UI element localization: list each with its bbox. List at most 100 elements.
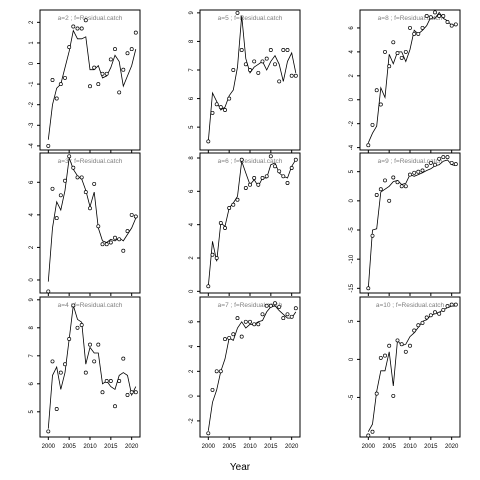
observation-point <box>441 155 446 160</box>
observation-point <box>256 322 261 327</box>
x-tick-label: 2005 <box>62 444 76 450</box>
observation-point <box>218 105 223 110</box>
observation-point <box>63 178 67 183</box>
observation-point <box>88 84 92 89</box>
observation-point <box>256 182 261 187</box>
observation-point <box>223 108 227 112</box>
observation-point <box>50 359 55 364</box>
observation-point <box>54 96 59 101</box>
observation-point <box>92 359 97 364</box>
y-tick-label: 2 <box>349 73 355 77</box>
y-tick-label: 0 <box>349 97 355 101</box>
observation-point <box>453 22 458 27</box>
observation-point <box>227 206 232 210</box>
panel-title: a=7 ; f=Residual.catch <box>218 302 283 309</box>
observation-point <box>403 184 408 189</box>
observation-point <box>391 40 396 45</box>
y-tick-label: 0 <box>189 289 195 293</box>
observation-point <box>133 30 138 35</box>
observation-point <box>433 10 437 15</box>
observation-point <box>449 23 454 28</box>
observation-point <box>441 14 446 18</box>
observation-point <box>104 379 109 383</box>
observation-point <box>437 14 442 18</box>
y-tick-label: 2 <box>189 369 195 373</box>
observation-point <box>104 242 109 247</box>
observation-point <box>235 10 240 15</box>
observation-point <box>412 170 417 175</box>
panel-4: a=3 ; f=Residual.catch 0 2 4 6 <box>29 152 141 296</box>
y-tick-label: 0 <box>189 394 195 398</box>
observation-point <box>88 342 92 347</box>
observation-point <box>248 319 252 324</box>
fitted-line <box>47 29 137 140</box>
panel-title: a=8 ; f=Residual.catch <box>378 15 443 22</box>
observation-point <box>416 323 421 328</box>
observation-point <box>424 315 429 320</box>
observation-point <box>285 48 290 52</box>
y-tick-label: 4 <box>29 213 35 217</box>
observation-point <box>121 248 126 253</box>
observation-point <box>50 186 55 191</box>
y-tick-label: 0 <box>29 61 35 65</box>
observation-point <box>428 160 433 165</box>
observation-point <box>113 47 117 52</box>
y-tick-label: 5 <box>189 125 195 129</box>
y-tick-label: -15 <box>349 283 355 292</box>
observation-point <box>129 47 134 52</box>
panel-8: a=7 ; f=Residual.catch -2 0 2 4 6 2000 2005 2010… <box>189 296 301 450</box>
observation-point <box>441 307 446 312</box>
observation-point <box>293 306 298 311</box>
observation-point <box>63 362 67 367</box>
y-tick-label: 8 <box>189 156 195 160</box>
x-tick-label: 2020 <box>285 444 299 450</box>
observation-point <box>243 186 248 190</box>
y-tick-label: 9 <box>29 297 35 301</box>
observation-point <box>235 197 240 202</box>
panel-title: a=4 ; f=Residual.catch <box>58 302 123 309</box>
observation-point <box>210 252 215 257</box>
y-tick-label: 8 <box>189 39 195 43</box>
observation-point <box>117 379 122 383</box>
y-tick-label: -2 <box>29 101 35 107</box>
y-tick-label: 6 <box>189 319 195 323</box>
observation-point <box>54 407 59 411</box>
observation-point <box>420 25 425 30</box>
observation-point <box>46 429 51 434</box>
panel-9: a=10 ; f=Residual.catch -5 0 5 2000 2005 2010 2… <box>349 296 461 450</box>
observation-point <box>395 180 400 185</box>
y-tick-label: 9 <box>189 11 195 15</box>
observation-point <box>113 404 117 409</box>
observation-point <box>383 178 387 183</box>
x-tick-label: 2005 <box>222 444 236 450</box>
observation-point <box>412 31 417 36</box>
observation-point <box>214 256 219 260</box>
observation-point <box>227 335 232 340</box>
x-tick-label: 2000 <box>42 444 56 450</box>
y-tick-label: 5 <box>349 169 355 173</box>
panel-frame <box>359 296 461 438</box>
observation-point <box>231 202 236 207</box>
x-tick-label: 2015 <box>424 444 438 450</box>
observation-point <box>433 310 437 315</box>
observation-point <box>399 184 404 189</box>
observation-point <box>71 165 76 170</box>
observation-point <box>252 176 257 180</box>
observation-point <box>248 68 252 72</box>
x-tick-label: 2005 <box>382 444 396 450</box>
fitted-line <box>207 305 297 431</box>
observation-point <box>391 393 396 398</box>
observation-point <box>210 110 215 115</box>
observation-point <box>210 387 215 392</box>
observation-point <box>117 237 122 242</box>
observation-point <box>277 169 282 174</box>
observation-point <box>75 175 80 180</box>
observation-point <box>366 433 371 438</box>
observation-point <box>46 289 51 294</box>
panel-frame <box>199 152 301 294</box>
panel-5: a=6 ; f=Residual.catch 0 2 4 6 8 <box>189 152 301 296</box>
observation-point <box>453 162 458 167</box>
observation-point <box>67 337 72 341</box>
fitted-line <box>207 159 297 287</box>
